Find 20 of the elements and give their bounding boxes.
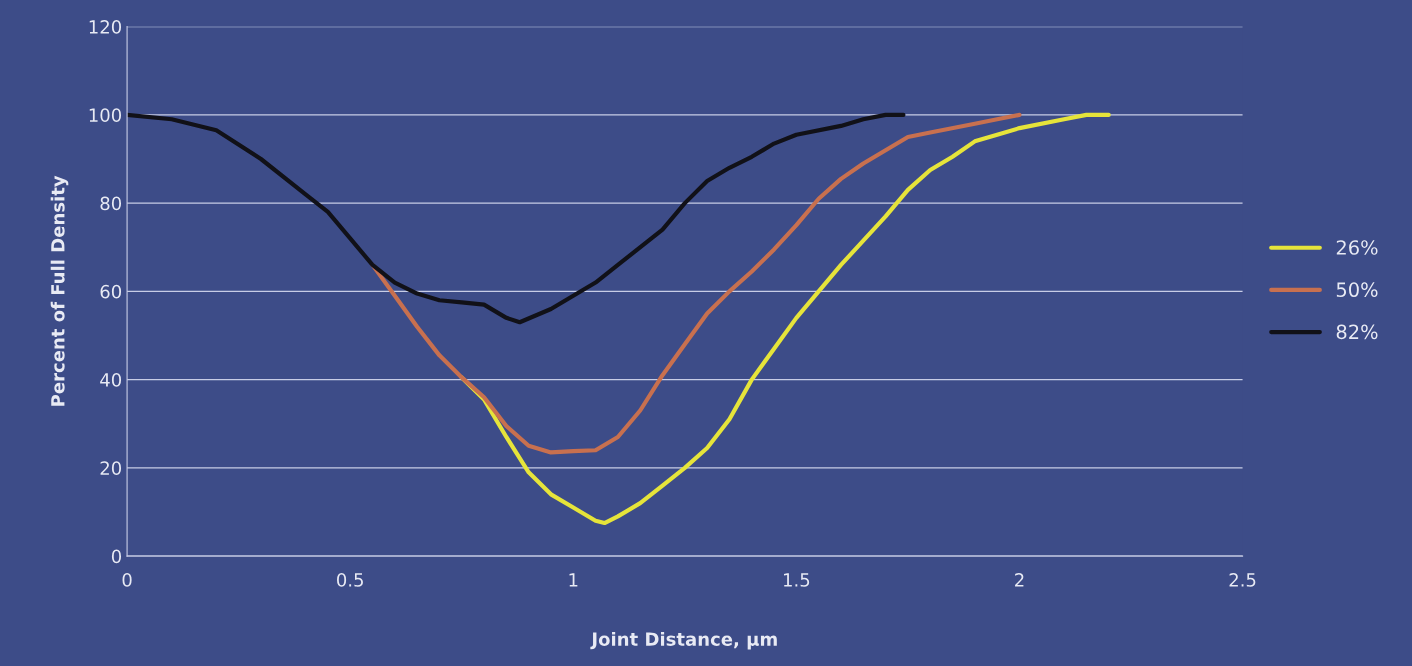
y-tick-label: 40 bbox=[100, 373, 122, 387]
legend-label: 50% bbox=[1336, 282, 1378, 298]
x-axis-title: Joint Distance, µm bbox=[590, 631, 777, 650]
line-series bbox=[127, 112, 906, 325]
y-tick-label: 20 bbox=[100, 461, 122, 475]
y-tick-label: 0 bbox=[111, 549, 122, 564]
line-series bbox=[370, 112, 1022, 455]
y-tick-label: 80 bbox=[100, 196, 122, 211]
y-tick-label: 60 bbox=[100, 284, 122, 299]
y-tick-label: 120 bbox=[89, 20, 122, 34]
y-tick-label: 100 bbox=[89, 108, 122, 122]
x-tick-label: 0.5 bbox=[337, 573, 363, 587]
x-tick-label: 1.5 bbox=[783, 573, 810, 587]
x-tick-label: 1 bbox=[569, 573, 578, 587]
x-tick-label: 0 bbox=[122, 573, 132, 587]
legend-label: 26% bbox=[1336, 240, 1378, 255]
legend-label: 82% bbox=[1336, 324, 1378, 340]
x-tick-label: 2.5 bbox=[1229, 573, 1256, 587]
y-axis-title: Percent of Full Density bbox=[50, 175, 69, 406]
x-tick-label: 2 bbox=[1015, 573, 1024, 587]
